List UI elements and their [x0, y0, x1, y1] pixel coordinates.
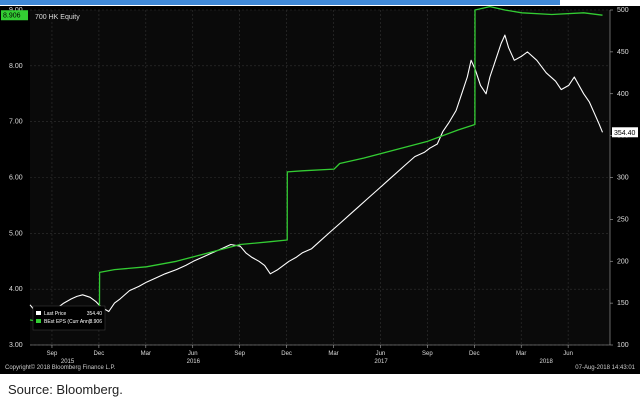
- x-axis-year-label: 2015: [61, 359, 75, 365]
- x-axis-tick-label: Mar: [141, 351, 151, 357]
- left-axis-tick-label: 8.00: [9, 63, 23, 70]
- page-heading-fragment: [0, 0, 640, 6]
- legend-value-last-price: 354.40: [87, 311, 103, 317]
- x-axis-tick-label: Jun: [563, 351, 573, 357]
- series-line-last-price: [29, 34, 604, 314]
- x-axis-year-label: 2018: [540, 359, 554, 365]
- current-eps-label: 8.906: [3, 13, 21, 20]
- right-axis-tick-label: 500: [617, 7, 629, 14]
- legend: Last Price 354.40 BEst EPS (Curr Ann) 8.…: [32, 305, 106, 331]
- x-axis-tick-label: Mar: [516, 351, 526, 357]
- left-axis-tick-label: 6.00: [9, 175, 23, 182]
- left-axis-tick-label: 5.00: [9, 230, 23, 237]
- x-axis-years: 2015 2016 2017 2018: [61, 359, 554, 365]
- source-caption: Source: Bloomberg.: [8, 382, 123, 397]
- right-axis-tick-label: 450: [617, 49, 629, 56]
- current-eps-label-box: [1, 10, 28, 21]
- left-axis-tick-label: 4.00: [9, 286, 23, 293]
- left-axis-tick-label: 3.00: [9, 342, 23, 349]
- current-value-labels: 8.906 354.40: [1, 10, 638, 138]
- current-price-label: 354.40: [614, 130, 636, 137]
- x-axis-tick-label: Mar: [328, 351, 338, 357]
- right-axis-tick-label: 200: [617, 258, 629, 265]
- heading-text-fragment: [0, 0, 560, 5]
- x-axis-tick-label: Jun: [188, 351, 198, 357]
- legend-box: [32, 305, 106, 331]
- right-axis-tick-label: 100: [617, 342, 629, 349]
- x-axis-year-label: 2016: [187, 359, 201, 365]
- x-axis-tick-label: Dec: [281, 351, 292, 357]
- price-eps-chart: 3.004.005.006.007.008.009.00 10015020025…: [0, 6, 640, 374]
- grid-lines: [30, 9, 610, 346]
- legend-swatch-best-eps: [36, 319, 41, 323]
- left-axis-tick-label: 7.00: [9, 119, 23, 126]
- x-axis-year-label: 2017: [374, 359, 388, 365]
- x-axis-tick-label: Sep: [47, 351, 58, 357]
- chart-ticker: 700 HK Equity: [35, 14, 80, 21]
- right-axis-tick-label: 400: [617, 91, 629, 98]
- right-axis-tick-label: 150: [617, 300, 629, 307]
- x-axis-tick-label: Jun: [376, 351, 386, 357]
- right-axis-tick-label: 250: [617, 216, 629, 223]
- current-price-label-box: [612, 127, 638, 138]
- copyright-notice: Copyright© 2018 Bloomberg Finance L.P.: [5, 364, 116, 371]
- legend-label-last-price: Last Price: [44, 311, 66, 317]
- chart-timestamp: 07-Aug-2018 14:43:01: [575, 365, 635, 371]
- x-axis-tick-label: Sep: [234, 351, 245, 357]
- x-axis-tick-label: Sep: [422, 351, 433, 357]
- legend-label-best-eps: BEst EPS (Curr Ann): [44, 319, 91, 325]
- legend-swatch-last-price: [36, 311, 41, 315]
- x-axis-tick-label: Dec: [469, 351, 480, 357]
- legend-value-best-eps: 8.906: [89, 319, 102, 325]
- right-axis-tick-label: 300: [617, 175, 629, 182]
- x-axis: Sep Dec Mar Jun Sep Dec Mar Jun Sep Dec Mar Jun: [30, 344, 610, 357]
- x-axis-tick-label: Dec: [94, 351, 105, 357]
